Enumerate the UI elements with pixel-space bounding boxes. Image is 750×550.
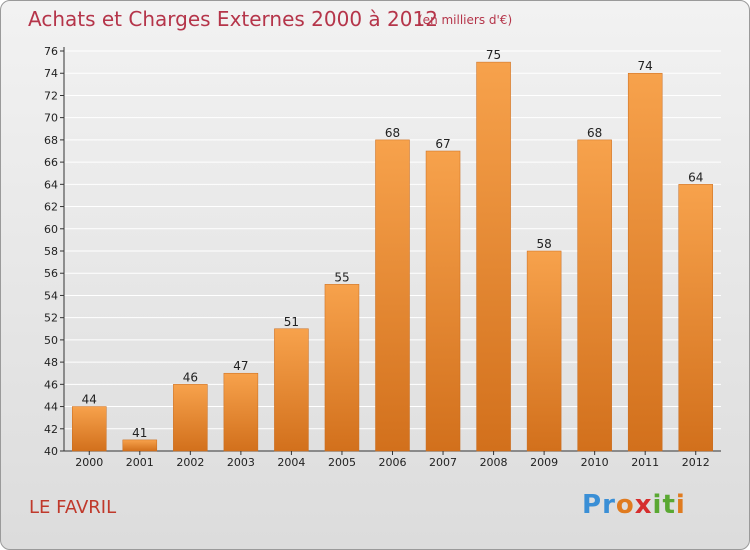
- place-name: LE FAVRIL: [29, 497, 117, 518]
- y-tick-label: 68: [44, 134, 58, 147]
- data-label: 44: [82, 393, 97, 407]
- x-tick-label: 2003: [227, 456, 255, 469]
- bar-2007: [425, 150, 461, 452]
- logo-letter: P: [582, 490, 603, 520]
- logo-letter: o: [615, 490, 635, 520]
- x-tick-label: 2000: [75, 456, 103, 469]
- bar-2001: [122, 439, 158, 452]
- data-label: 41: [132, 426, 147, 440]
- y-tick-label: 56: [44, 267, 58, 280]
- x-tick-label: 2002: [176, 456, 204, 469]
- y-tick-label: 74: [44, 67, 58, 80]
- x-tick-label: 2006: [379, 456, 407, 469]
- x-tick-label: 2009: [530, 456, 558, 469]
- logo-letter: r: [602, 490, 616, 520]
- x-tick-label: 2011: [631, 456, 659, 469]
- y-tick-label: 40: [44, 445, 58, 458]
- chart-subtitle: (en milliers d'€): [418, 13, 513, 27]
- bar-2003: [223, 372, 259, 452]
- bar-2000: [72, 406, 107, 452]
- x-tick-label: 2012: [682, 456, 710, 469]
- bar-2010: [577, 139, 612, 452]
- y-tick-label: 58: [44, 245, 58, 258]
- logo-letter: i: [652, 490, 663, 520]
- y-tick-label: 50: [44, 334, 58, 347]
- data-label: 68: [587, 126, 602, 140]
- y-tick-label: 72: [44, 89, 58, 102]
- y-tick-label: 42: [44, 423, 58, 436]
- data-label: 58: [536, 237, 551, 251]
- proxiti-logo: Proxiti: [582, 490, 686, 520]
- x-tick-label: 2005: [328, 456, 356, 469]
- bar-2012: [678, 184, 713, 452]
- bar-2006: [375, 139, 410, 452]
- data-label: 46: [183, 370, 198, 384]
- data-label: 55: [334, 270, 349, 284]
- y-tick-label: 54: [44, 289, 58, 302]
- x-tick-label: 2004: [277, 456, 305, 469]
- chart-title: Achats et Charges Externes 2000 à 2012: [28, 7, 438, 31]
- bar-2011: [627, 72, 663, 452]
- y-tick-label: 64: [44, 178, 58, 191]
- data-label: 67: [435, 137, 450, 151]
- bar-2004: [274, 328, 309, 452]
- bar-2009: [526, 250, 562, 452]
- x-tick-label: 2001: [126, 456, 154, 469]
- y-tick-label: 60: [44, 223, 58, 236]
- data-label: 74: [638, 59, 653, 73]
- y-tick-label: 44: [44, 401, 58, 414]
- y-tick-label: 46: [44, 378, 58, 391]
- data-label: 64: [688, 170, 703, 184]
- bar-2002: [173, 384, 208, 452]
- data-label: 75: [486, 48, 501, 62]
- logo-letter: i: [675, 490, 686, 520]
- y-tick-label: 66: [44, 156, 58, 169]
- x-tick-label: 2007: [429, 456, 457, 469]
- data-label: 47: [233, 359, 248, 373]
- y-tick-label: 48: [44, 356, 58, 369]
- bar-2005: [324, 284, 360, 452]
- logo-letter: x: [634, 490, 653, 520]
- logo-letter: t: [662, 490, 676, 520]
- y-tick-label: 52: [44, 312, 58, 325]
- data-label: 51: [284, 315, 299, 329]
- y-tick-label: 62: [44, 201, 58, 214]
- data-label: 68: [385, 126, 400, 140]
- x-tick-label: 2010: [581, 456, 609, 469]
- y-tick-label: 70: [44, 112, 58, 125]
- bar-2008: [476, 61, 511, 452]
- x-tick-label: 2008: [480, 456, 508, 469]
- y-tick-label: 76: [44, 45, 58, 58]
